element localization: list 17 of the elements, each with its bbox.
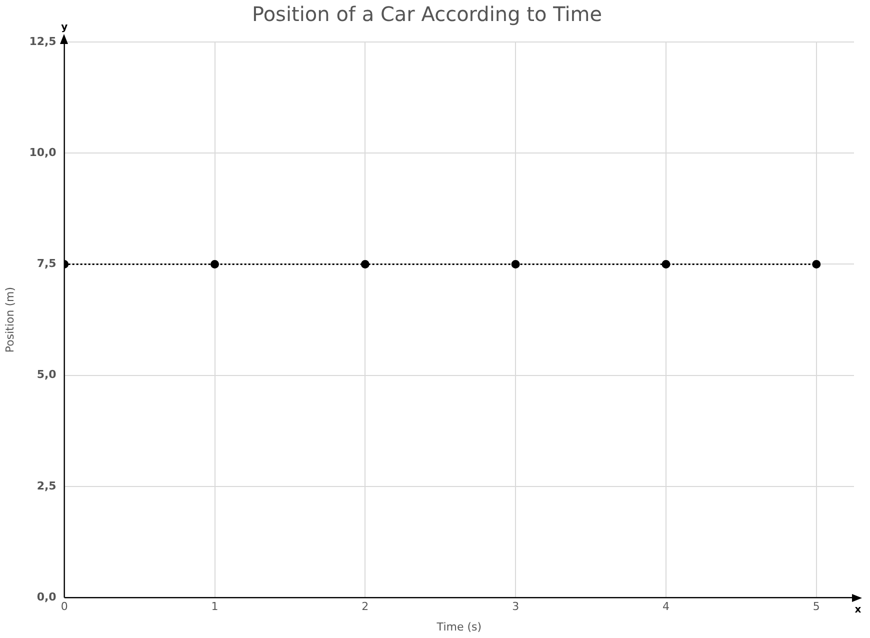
chart-title: Position of a Car According to Time <box>252 2 602 26</box>
text: x <box>854 604 862 616</box>
x-tick-label: 5 <box>812 600 820 614</box>
text: y <box>61 22 68 33</box>
y-tick-label: 10,0 <box>29 146 57 159</box>
y-tick-label: 7,5 <box>36 257 56 270</box>
x-tick-label: 0 <box>60 600 68 614</box>
y-axis-title: Position (m) <box>3 286 16 353</box>
x-axis-title: Time (s) <box>436 620 482 634</box>
y-tick-label: 0,0 <box>36 590 57 604</box>
y-tick-label: 2,5 <box>36 479 56 492</box>
y-tick-label: 5,0 <box>36 368 57 382</box>
x-tick-label: 1 <box>211 600 218 614</box>
y-tick-label: 12,5 <box>29 34 56 48</box>
x-tick-label: 4 <box>662 600 670 614</box>
x-tick-label: 2 <box>362 600 369 614</box>
x-tick-label: 3 <box>512 600 520 614</box>
